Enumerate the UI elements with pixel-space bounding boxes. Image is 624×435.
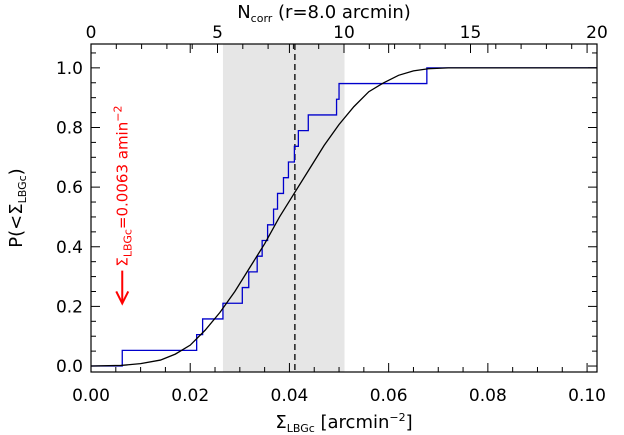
x-axis-title: ΣLBGc [arcmin−2]: [275, 411, 412, 435]
top-tick-label: 20: [586, 23, 608, 43]
empirical-cdf-step-line: [91, 67, 597, 367]
annotation-text-main: Σ: [113, 257, 131, 266]
y-tick-label: 0.2: [56, 297, 83, 317]
y-axis-title-sub: LBGc: [16, 175, 29, 203]
x-tick-label: 0.08: [469, 386, 507, 406]
shaded-interval: [222, 44, 345, 372]
x-tick-label: 0.02: [171, 386, 209, 406]
top-axis-title-rest: (r=8.0 arcmin): [272, 2, 410, 23]
x-axis-title-unit-close: ]: [406, 412, 413, 433]
annotation-text-rest: =0.0063 amin: [113, 122, 131, 229]
x-axis-title-unit: [arcmin: [315, 412, 390, 433]
y-axis-title-close: ): [6, 168, 27, 175]
x-tick-label: 0.06: [370, 386, 408, 406]
model-cdf-curve: [90, 67, 597, 367]
top-axis-title: Ncorr (r=8.0 arcmin): [237, 2, 411, 25]
top-tick-label: 0: [86, 23, 97, 43]
shaded-interval-layer: [222, 44, 345, 372]
x-axis-title-unit-sup: −2: [389, 411, 405, 424]
top-axis-title-sub: corr: [251, 12, 273, 25]
x-axis-title-main: Σ: [275, 412, 286, 433]
top-axis-title-main: N: [237, 2, 250, 23]
x-axis-title-sub: LBGc: [287, 422, 315, 435]
annotation-text-sup: −2: [111, 106, 124, 122]
top-tick-label: 10: [333, 23, 355, 43]
y-tick-label: 0.0: [56, 357, 83, 377]
y-axis-title-main: P(<Σ: [6, 203, 27, 247]
series-layer: [90, 67, 597, 367]
x-tick-label: 0.10: [568, 386, 606, 406]
x-tick-label: 0.00: [72, 386, 110, 406]
x-tick-label: 0.04: [271, 386, 309, 406]
plot-frame: [90, 43, 598, 373]
y-axis-title: P(<ΣLBGc): [6, 168, 29, 247]
y-tick-label: 0.8: [56, 118, 83, 138]
annotation-text-sub: LBGc: [121, 229, 134, 257]
y-tick-label: 0.4: [56, 238, 83, 258]
annotation-text: ΣLBGc=0.0063 amin−2: [111, 106, 134, 267]
top-tick-label: 5: [212, 23, 223, 43]
annotation-arrow-head: [115, 290, 130, 306]
y-tick-label: 1.0: [56, 59, 83, 79]
y-tick-label: 0.6: [56, 178, 83, 198]
tick-label-layer: 0.00 0.02 0.04 0.06 0.08 0.10 0.0 0.2 0.4 0.6 0.8 1…: [56, 23, 608, 406]
annotation: ΣLBGc=0.0063 amin−2: [111, 106, 134, 306]
top-tick-label: 15: [460, 23, 482, 43]
